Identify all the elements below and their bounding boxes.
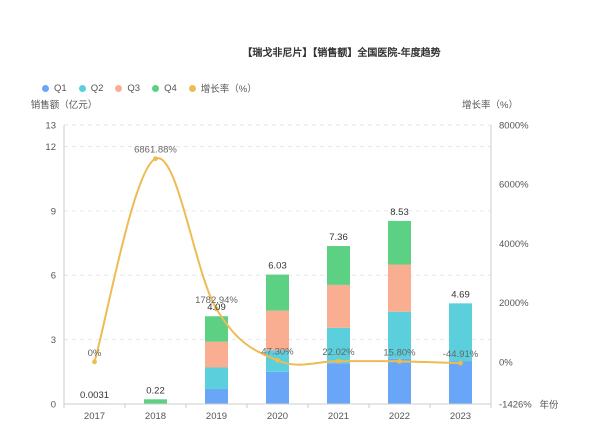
x-tick-label: 2023 bbox=[450, 411, 471, 422]
legend-label-q2: Q2 bbox=[90, 82, 104, 94]
bar-total-label: 4.09 bbox=[207, 302, 226, 313]
growth-point bbox=[458, 360, 463, 366]
bar-segment-q3 bbox=[327, 284, 350, 328]
growth-point bbox=[275, 357, 280, 363]
bar-total-label: 7.36 bbox=[329, 232, 348, 243]
x-axis-title: 年份 bbox=[539, 399, 559, 411]
legend-dot-q3 bbox=[115, 84, 123, 92]
bar-total-label: 4.69 bbox=[451, 289, 470, 300]
y-tick-label: 6 bbox=[51, 271, 56, 282]
bar-segment-q4 bbox=[388, 220, 411, 265]
growth-line bbox=[93, 157, 461, 366]
y-tick-label: 13 bbox=[45, 121, 56, 132]
x-tick-label: 2020 bbox=[267, 411, 288, 422]
legend-item-q4[interactable]: Q4 bbox=[152, 83, 177, 94]
legend-dot-q2 bbox=[78, 84, 86, 92]
legend-dot-growth bbox=[188, 84, 196, 92]
y-tick-label: 9 bbox=[51, 206, 56, 217]
bar-segment-q2 bbox=[388, 311, 411, 359]
chart-title: 【瑞戈非尼片】【销售额】全国医院-年度趋势 bbox=[242, 48, 441, 59]
legend-dot-q4 bbox=[152, 84, 160, 92]
labels-group: 0 3 6 9 12 13 -1426% 0% 2000% 4000% 6000% 8000% 2017… bbox=[45, 121, 532, 423]
bar-total-label: 0.22 bbox=[146, 385, 165, 396]
bar-segment-q2 bbox=[327, 327, 350, 364]
bar-segment-q1 bbox=[266, 371, 289, 404]
growth-label: -44.91% bbox=[443, 349, 479, 360]
growth-label: 0% bbox=[88, 348, 102, 359]
bar-total-label: 6.03 bbox=[268, 261, 287, 272]
bar-segment-q4 bbox=[205, 316, 228, 342]
y2-tick-label: 8000% bbox=[499, 121, 529, 132]
y2-tick-label: -1426% bbox=[499, 400, 532, 411]
bars-group bbox=[83, 220, 472, 405]
y-tick-label: 0 bbox=[51, 400, 56, 411]
y2-tick-label: 0% bbox=[499, 357, 513, 368]
bar-segment-q1 bbox=[327, 363, 350, 404]
growth-label: 6861.88% bbox=[134, 145, 177, 156]
bar-segment-q4 bbox=[144, 399, 167, 404]
legend-item-q1[interactable]: Q1 bbox=[42, 83, 67, 94]
growth-point bbox=[397, 358, 402, 364]
bar-total-label: 8.53 bbox=[390, 207, 409, 218]
y2-tick-label: 6000% bbox=[499, 180, 529, 191]
axes-group bbox=[63, 125, 492, 405]
growth-label: 15.80% bbox=[383, 347, 416, 358]
legend-label-q1: Q1 bbox=[54, 82, 67, 94]
y2-tick-label: 4000% bbox=[499, 239, 529, 250]
bar-segment-q3 bbox=[205, 341, 228, 368]
growth-point bbox=[153, 156, 158, 162]
bar-segment-q1 bbox=[388, 358, 411, 404]
grid-lines bbox=[63, 124, 492, 408]
growth-line-group bbox=[92, 156, 463, 366]
x-tick-label: 2018 bbox=[145, 411, 166, 422]
bar-segment-q2 bbox=[449, 303, 472, 362]
x-tick-label: 2021 bbox=[328, 411, 349, 422]
bar-segment-q1 bbox=[205, 388, 228, 404]
legend: Q1 Q2 Q3 Q4 增长率（%） bbox=[42, 81, 269, 95]
bar-segment-q3 bbox=[388, 264, 411, 312]
bar-segment-q1 bbox=[449, 361, 472, 404]
y-tick-label: 12 bbox=[45, 142, 56, 153]
x-tick-label: 2022 bbox=[389, 411, 410, 422]
bar-total-label: 0.0031 bbox=[80, 390, 109, 401]
bar-segment-q3 bbox=[266, 310, 289, 351]
growth-label: 1782.94% bbox=[195, 295, 238, 306]
x-tick-label: 2017 bbox=[84, 411, 105, 422]
bar-segment-q2 bbox=[205, 367, 228, 389]
y-tick-label: 3 bbox=[51, 335, 56, 346]
legend-label-q4: Q4 bbox=[164, 82, 177, 94]
legend-label-q3: Q3 bbox=[127, 82, 141, 94]
legend-item-q2[interactable]: Q2 bbox=[78, 82, 104, 94]
growth-label: 22.02% bbox=[322, 347, 355, 358]
bar-segment-q4 bbox=[327, 246, 350, 285]
growth-point bbox=[214, 306, 219, 312]
legend-item-growth[interactable]: 增长率（%） bbox=[188, 81, 257, 95]
x-tick-label: 2019 bbox=[206, 411, 227, 422]
growth-point bbox=[336, 358, 341, 364]
growth-point bbox=[92, 359, 97, 365]
legend-dot-q1 bbox=[42, 84, 49, 92]
legend-label-growth: 增长率（%） bbox=[200, 84, 257, 95]
legend-item-q3[interactable]: Q3 bbox=[115, 83, 140, 94]
growth-label: 47.30% bbox=[261, 346, 294, 357]
bar-segment-q4 bbox=[266, 274, 289, 311]
y2-tick-label: 2000% bbox=[499, 298, 529, 309]
y2-axis-title: 增长率（%） bbox=[462, 99, 518, 111]
y-axis-title: 销售额（亿元） bbox=[31, 99, 98, 111]
